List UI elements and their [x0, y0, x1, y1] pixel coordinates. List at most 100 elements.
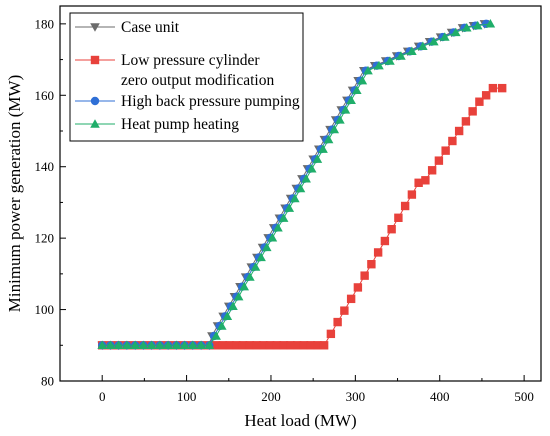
- series-layer: [97, 19, 507, 351]
- data-point: [427, 166, 437, 175]
- y-tick-label: 140: [35, 159, 55, 174]
- data-point: [146, 340, 157, 349]
- data-point: [418, 41, 428, 51]
- data-point: [171, 340, 182, 349]
- data-point: [265, 341, 275, 350]
- y-tick-label: 100: [35, 302, 55, 317]
- legend-items: Case unit Low pressure cylinder zero outpu…: [75, 19, 300, 133]
- legend-label: zero output modification: [121, 72, 274, 89]
- data-point: [225, 341, 234, 350]
- data-point: [385, 56, 395, 65]
- y-tick-label: 180: [35, 16, 55, 31]
- data-point: [333, 317, 342, 327]
- data-point: [188, 340, 198, 349]
- legend-item-3: Heat pump heating: [75, 116, 239, 133]
- data-point: [273, 222, 283, 232]
- data-point: [429, 36, 439, 46]
- legend-marker: [90, 96, 100, 106]
- data-point: [319, 341, 329, 350]
- data-point: [363, 65, 373, 75]
- data-point: [130, 340, 140, 349]
- data-point: [113, 340, 124, 349]
- data-point: [468, 107, 477, 116]
- y-axis-title: Minimum power generation (MW): [5, 75, 24, 312]
- x-tick-label: 0: [99, 389, 106, 404]
- data-point: [250, 262, 261, 271]
- data-point: [122, 340, 132, 349]
- data-point: [155, 340, 165, 349]
- axis-ticks: 0 100 200 300 400 500 80 100 120 140 160 180: [35, 16, 534, 404]
- x-tick-label: 200: [261, 389, 281, 404]
- legend-item-0: Case unit: [75, 19, 180, 36]
- data-point: [340, 105, 351, 114]
- y-tick-label: 120: [35, 231, 55, 246]
- data-point: [407, 190, 417, 199]
- data-point: [245, 272, 255, 281]
- y-tick-label: 160: [35, 88, 55, 103]
- legend-label: High back pressure pumping: [121, 93, 300, 110]
- data-point: [448, 136, 457, 146]
- data-point: [367, 260, 376, 269]
- data-point: [313, 341, 322, 350]
- data-point: [284, 203, 295, 212]
- data-point: [374, 60, 384, 70]
- data-point: [351, 85, 362, 94]
- data-point: [326, 329, 336, 339]
- legend-marker: [90, 119, 100, 128]
- data-point: [373, 248, 383, 257]
- data-point: [440, 32, 450, 41]
- data-point: [252, 341, 261, 350]
- data-point: [394, 213, 403, 222]
- data-point: [421, 176, 430, 185]
- data-point: [261, 242, 272, 252]
- data-point: [138, 340, 149, 349]
- legend-box: [69, 12, 304, 142]
- data-point: [211, 341, 221, 350]
- data-point: [218, 341, 228, 350]
- data-point: [163, 340, 173, 349]
- data-point: [267, 232, 278, 242]
- data-point: [346, 294, 356, 304]
- data-point: [238, 341, 248, 350]
- data-point: [299, 341, 309, 350]
- legend-item-2: High back pressure pumping: [75, 93, 300, 110]
- data-point: [335, 115, 345, 124]
- data-point: [357, 75, 368, 85]
- data-point: [472, 20, 483, 30]
- data-point: [312, 154, 323, 163]
- data-point: [279, 341, 288, 350]
- data-point: [239, 281, 250, 291]
- data-point: [233, 291, 244, 301]
- data-point: [414, 178, 423, 187]
- data-point: [323, 134, 334, 144]
- data-point: [306, 341, 315, 350]
- x-tick-label: 300: [346, 389, 366, 404]
- data-point: [306, 164, 317, 173]
- data-point: [222, 311, 233, 321]
- legend-marker: [90, 55, 100, 65]
- data-point: [475, 97, 484, 106]
- x-tick-label: 100: [177, 389, 197, 404]
- data-point: [259, 341, 268, 350]
- data-point: [488, 83, 498, 93]
- x-tick-label: 500: [514, 389, 534, 404]
- legend-label: Case unit: [121, 19, 180, 36]
- data-point: [434, 156, 444, 165]
- data-point: [216, 321, 227, 330]
- data-point: [497, 83, 507, 93]
- data-point: [387, 225, 396, 234]
- legend-label: Heat pump heating: [121, 116, 239, 133]
- legend-label: Low pressure cylinder: [121, 52, 260, 69]
- data-point: [228, 301, 238, 311]
- data-point: [232, 341, 241, 350]
- data-point: [481, 91, 491, 100]
- data-point: [340, 306, 349, 315]
- data-point: [211, 331, 221, 340]
- data-point: [278, 213, 289, 222]
- data-point: [485, 19, 496, 28]
- data-point: [204, 340, 215, 349]
- data-point: [360, 271, 369, 280]
- data-point: [407, 46, 417, 56]
- data-point: [245, 341, 255, 350]
